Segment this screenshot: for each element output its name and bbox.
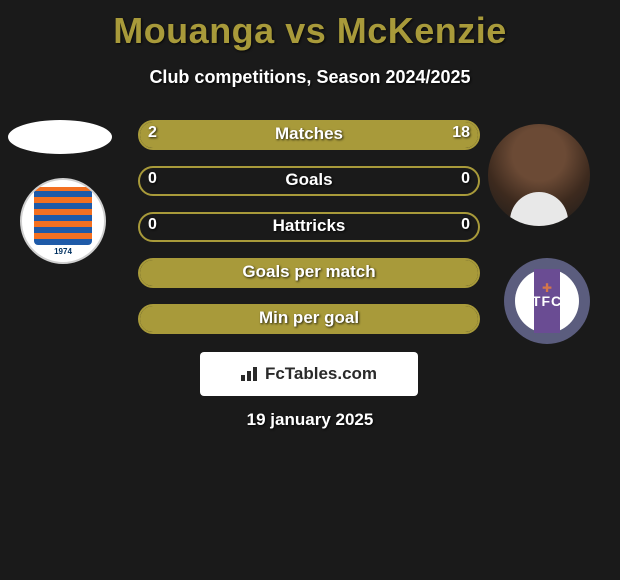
stat-row: Goals00 [0,166,620,212]
stat-bar-track [138,120,480,150]
stat-bar-track [138,258,480,288]
watermark-text: FcTables.com [265,364,377,384]
stat-bar-fill-left [140,122,174,148]
date-text: 19 january 2025 [0,410,620,430]
watermark: FcTables.com [200,352,418,396]
stat-bar-track [138,304,480,334]
stat-value-left: 0 [148,216,157,234]
stat-bar-fill [140,306,478,332]
stat-row: Goals per match [0,258,620,304]
stat-bar-track [138,166,480,196]
stat-bar-fill-right [174,122,478,148]
stat-value-right: 18 [452,124,470,142]
stat-bar-fill [140,260,478,286]
page-title: Mouanga vs McKenzie [0,0,620,52]
bar-chart-icon [241,367,259,381]
stat-value-left: 0 [148,170,157,188]
stats-area: Matches218Goals00Hattricks00Goals per ma… [0,120,620,350]
stat-row: Min per goal [0,304,620,350]
stat-row: Hattricks00 [0,212,620,258]
stat-value-right: 0 [461,170,470,188]
stat-row: Matches218 [0,120,620,166]
subtitle: Club competitions, Season 2024/2025 [0,67,620,88]
stat-bar-track [138,212,480,242]
stat-value-right: 0 [461,216,470,234]
stat-value-left: 2 [148,124,157,142]
